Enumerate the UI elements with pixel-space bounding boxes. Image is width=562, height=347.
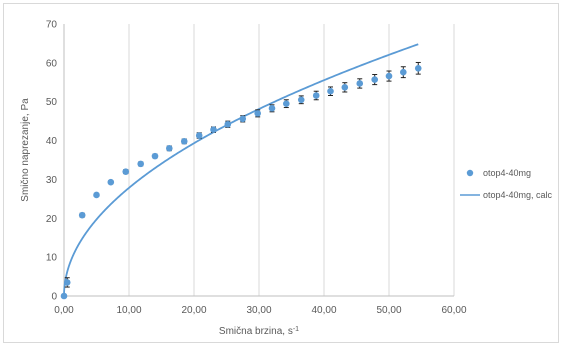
x-tick-label: 60,00: [441, 305, 466, 316]
chart-frame: 0,00 10,00 20,00 30,00 40,00 50,00 60,00 0 10 20 3…: [3, 3, 559, 343]
data-point: [414, 64, 422, 72]
data-point: [137, 160, 144, 168]
data-point: [239, 115, 247, 123]
data-point: [400, 68, 407, 76]
data-point: [312, 92, 320, 99]
data-point: [60, 292, 68, 300]
data-point: [107, 178, 115, 186]
data-point: [78, 211, 86, 219]
data-point: [224, 120, 232, 128]
x-tick-label: 40,00: [311, 305, 336, 316]
data-point: [93, 191, 100, 199]
data-point: [297, 96, 305, 104]
data-point: [283, 100, 290, 107]
data-point: [254, 110, 261, 117]
y-tick-label: 30: [46, 175, 58, 186]
y-tick-label: 40: [46, 136, 58, 147]
data-point: [327, 87, 334, 95]
axes: [63, 24, 454, 297]
data-points: [60, 64, 422, 300]
data-point: [341, 84, 349, 91]
y-tick-label: 0: [51, 292, 57, 303]
grid-lines: [128, 24, 455, 296]
y-tick-label: 20: [46, 214, 58, 225]
y-axis-title: Smično naprezanje, Pa: [20, 98, 31, 202]
x-tick-label: 0,00: [54, 305, 74, 316]
x-tick-label: 20,00: [181, 305, 206, 316]
data-point: [268, 105, 276, 112]
y-tick-label: 10: [46, 253, 58, 264]
data-point: [385, 72, 393, 80]
data-point: [122, 168, 130, 175]
tick-labels: 0,00 10,00 20,00 30,00 40,00 50,00 60,00 0 10 20 3…: [46, 20, 467, 317]
x-axis-title-text: Smična brzina, s: [219, 326, 293, 337]
data-point: [180, 138, 188, 145]
data-point: [356, 80, 364, 87]
shear-stress-chart: 0,00 10,00 20,00 30,00 40,00 50,00 60,00 0 10 20 3…: [20, 20, 553, 338]
x-tick-label: 10,00: [116, 305, 141, 316]
data-point: [151, 152, 159, 160]
x-axis-title-superscript: -1: [293, 326, 299, 333]
data-point: [166, 145, 173, 152]
y-tick-label: 60: [46, 58, 58, 69]
legend-label-line: otop4-40mg, calc: [483, 190, 553, 200]
error-bars: [64, 61, 421, 288]
y-tick-label: 70: [46, 20, 58, 31]
data-point: [371, 76, 379, 83]
calc-curve: [63, 43, 419, 297]
data-point: [210, 126, 217, 133]
x-tick-label: 30,00: [246, 305, 271, 316]
calc-curve-layer: [63, 43, 419, 297]
data-point: [195, 132, 203, 139]
legend-label-scatter: otop4-40mg: [483, 168, 531, 178]
x-axis-title: Smična brzina, s-1: [219, 326, 299, 338]
y-tick-label: 50: [46, 97, 58, 108]
data-point: [63, 279, 71, 286]
legend-marker-scatter: [466, 169, 474, 177]
legend: otop4-40mg otop4-40mg, calc: [460, 168, 553, 200]
x-tick-label: 50,00: [376, 305, 401, 316]
